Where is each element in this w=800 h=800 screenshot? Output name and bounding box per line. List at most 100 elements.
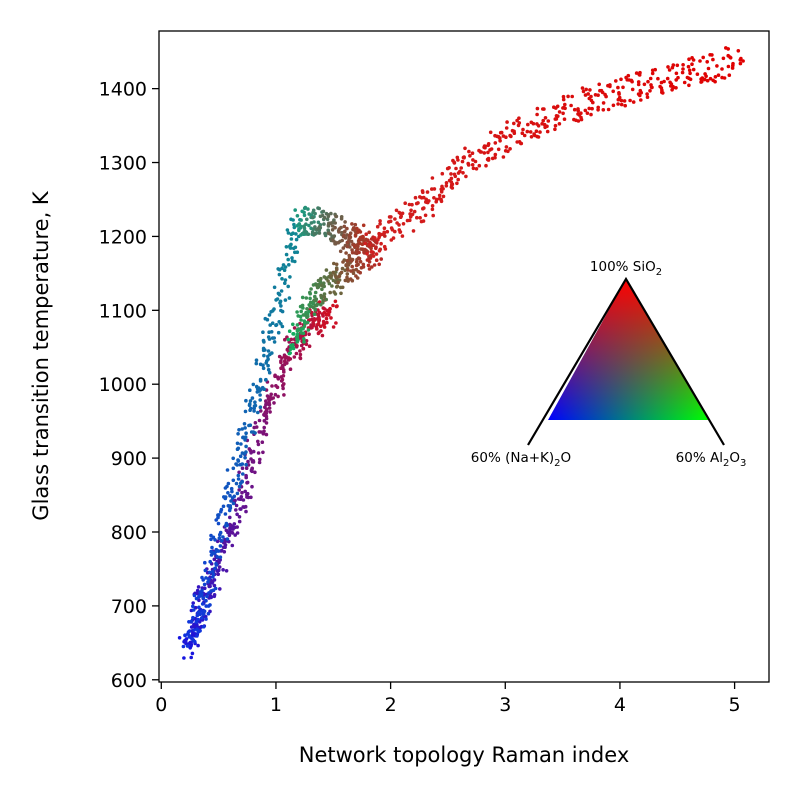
scatter-point	[288, 367, 293, 372]
scatter-point	[685, 75, 690, 80]
scatter-point	[358, 270, 363, 275]
scatter-point	[322, 292, 327, 296]
scatter-point	[691, 58, 696, 62]
ternary-label-sio2: 100% SiO2	[590, 259, 662, 278]
scatter-point	[264, 407, 269, 412]
scatter-point	[283, 359, 287, 363]
scatter-point	[289, 337, 294, 342]
scatter-point	[333, 221, 338, 225]
scatter-point	[261, 363, 265, 368]
scatter-point	[231, 501, 236, 506]
scatter-point	[291, 332, 295, 336]
scatter-point	[253, 470, 257, 475]
scatter-point	[397, 210, 402, 215]
scatter-point	[308, 290, 312, 295]
y-tick-label: 1300	[99, 153, 147, 175]
scatter-point	[213, 538, 217, 542]
scatter-point	[189, 619, 194, 624]
scatter-point	[250, 484, 254, 489]
scatter-point	[526, 122, 530, 127]
scatter-point	[561, 97, 566, 102]
scatter-point	[196, 630, 200, 634]
scatter-point	[430, 187, 434, 191]
scatter-point	[279, 322, 283, 326]
scatter-point	[245, 495, 249, 499]
scatter-point	[711, 57, 715, 62]
scatter-point	[309, 221, 314, 225]
scatter-point	[373, 236, 377, 240]
scatter-point	[316, 331, 321, 336]
scatter-point	[236, 458, 240, 462]
scatter-point	[203, 568, 208, 573]
scatter-point	[190, 651, 195, 656]
scatter-point	[478, 150, 483, 154]
scatter-point	[207, 570, 212, 575]
scatter-point	[342, 233, 346, 238]
scatter-point	[302, 213, 307, 218]
scatter-point	[295, 310, 299, 314]
scatter-point	[413, 195, 418, 200]
scatter-point	[268, 323, 273, 327]
x-tick-label: 1	[270, 694, 282, 716]
scatter-point	[215, 548, 219, 553]
scatter-point	[541, 118, 545, 123]
scatter-point	[343, 220, 347, 224]
scatter-point	[339, 270, 344, 275]
scatter-point	[302, 337, 306, 341]
scatter-point	[334, 214, 338, 219]
scatter-point	[194, 596, 199, 601]
scatter-point	[648, 76, 653, 81]
scatter-point	[603, 92, 607, 97]
scatter-point	[272, 340, 277, 344]
scatter-point	[314, 283, 319, 288]
scatter-point	[378, 219, 382, 223]
scatter-point	[307, 212, 312, 216]
scatter-point	[255, 439, 260, 444]
scatter-point	[244, 450, 248, 454]
scatter-point	[460, 159, 465, 164]
scatter-point	[286, 284, 291, 289]
scatter-point	[265, 317, 270, 322]
scatter-point	[342, 230, 347, 234]
scatter-point	[382, 244, 387, 249]
scatter-point	[313, 225, 317, 229]
scatter-point	[736, 49, 741, 53]
scatter-point	[226, 491, 230, 495]
scatter-point	[322, 295, 327, 299]
scatter-point	[217, 536, 222, 540]
scatter-point	[291, 346, 296, 351]
scatter-point	[279, 289, 284, 293]
scatter-point	[270, 321, 275, 326]
scatter-point	[374, 258, 379, 263]
scatter-point	[300, 295, 305, 300]
scatter-point	[250, 460, 255, 464]
x-tick-label: 2	[385, 694, 397, 716]
scatter-point	[302, 224, 306, 228]
scatter-point	[317, 317, 321, 321]
scatter-point	[382, 230, 387, 235]
scatter-point	[197, 610, 201, 614]
scatter-point	[369, 246, 373, 251]
scatter-point	[225, 537, 230, 541]
scatter-point	[210, 545, 214, 550]
scatter-point	[209, 595, 213, 600]
scatter-point	[432, 196, 436, 200]
scatter-point	[358, 259, 363, 264]
scatter-point	[470, 151, 475, 155]
scatter-point	[671, 63, 676, 67]
scatter-point	[250, 469, 254, 474]
scatter-point	[250, 396, 255, 400]
scatter-point	[208, 603, 212, 607]
scatter-point	[223, 523, 228, 528]
scatter-point	[258, 405, 263, 410]
scatter-point	[453, 174, 458, 179]
scatter-point	[322, 310, 327, 315]
scatter-point	[520, 131, 525, 135]
scatter-point	[235, 512, 239, 517]
scatter-point	[289, 237, 294, 241]
scatter-point	[283, 265, 288, 269]
scatter-point	[337, 227, 342, 231]
scatter-point	[535, 134, 539, 139]
scatter-point	[553, 123, 558, 128]
scatter-point	[277, 272, 282, 277]
